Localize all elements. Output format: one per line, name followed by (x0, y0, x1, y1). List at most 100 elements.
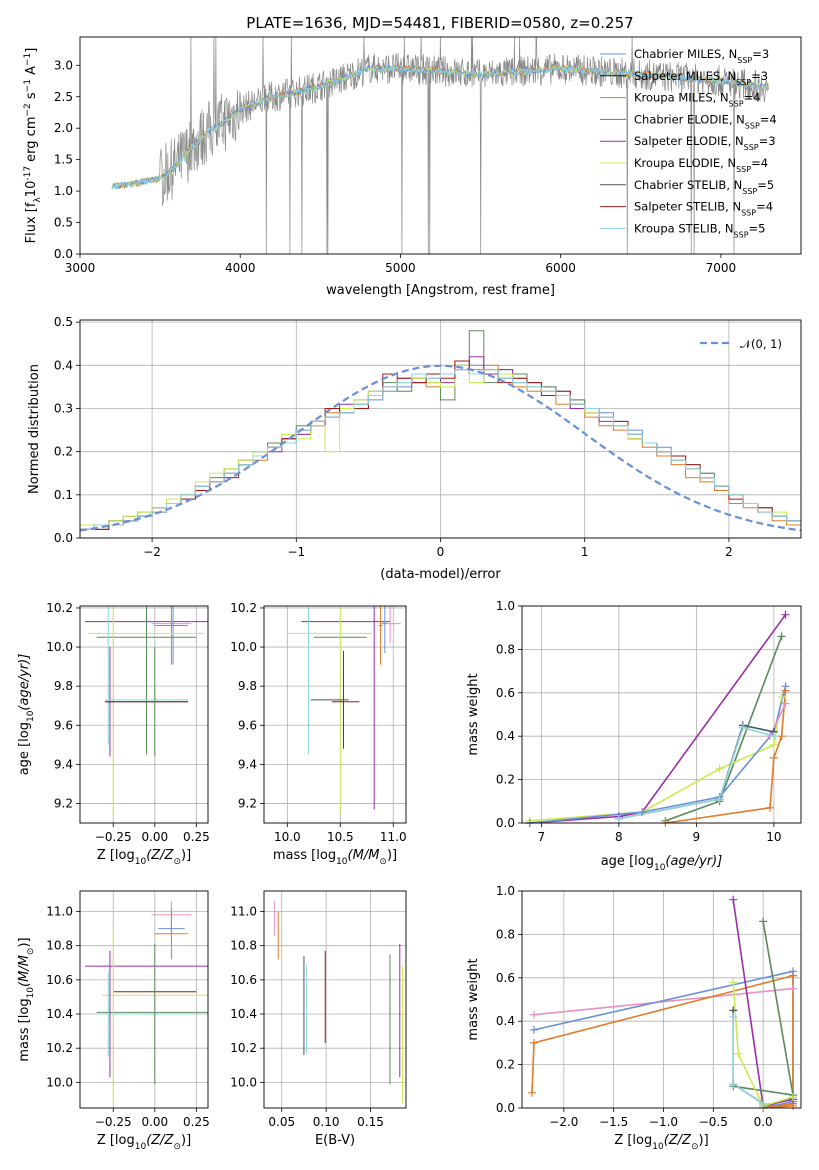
x-tick-label: −2 (143, 545, 161, 559)
y-tick-label: 9.6 (54, 718, 73, 732)
x-tick-label: 10 (766, 830, 781, 844)
label-part: ⊙ (173, 1142, 181, 1152)
x-tick-label: 3000 (65, 261, 96, 275)
x-axis-label: mass [log10(M/M⊙)] (273, 848, 397, 867)
label-part: 10 (652, 1142, 664, 1152)
plus-marker (638, 808, 647, 817)
label-part: 10 (654, 863, 666, 873)
legend-entry: Kroupa MILES, NSSP=4 (634, 91, 760, 109)
age-vs-weight-plot: 7 8 9 10 0.0 0.2 0.4 0.6 0.8 1.0 mass weight age [l… (466, 599, 802, 873)
label-part: SSP (729, 99, 744, 108)
y-tick-label: 0.5 (54, 315, 73, 329)
label-part: SSP (744, 143, 759, 152)
y-axis-label: Normed distribution (27, 364, 42, 494)
label-part: 10 (336, 857, 348, 867)
label-part: mass [log (17, 998, 32, 1061)
x-tick-label: −1.0 (649, 1115, 678, 1129)
y-axis-label: age [log10(age/yr)] (17, 654, 36, 776)
y-tick-label: 0.0 (54, 247, 73, 261)
x-tick-label: 10.5 (327, 830, 354, 844)
label-part: ] (24, 48, 39, 53)
x-tick-label: −1 (287, 545, 305, 559)
label-part: s (24, 92, 39, 103)
label-part: Salpeter ELODIE, N (634, 134, 744, 148)
y-tick-label: 1.0 (496, 884, 515, 898)
z-vs-age-plot: −0.25 0.00 0.259.29.49.69.810.010.2Z [log1… (17, 601, 210, 867)
label-part: −1 (23, 53, 33, 66)
y-tick-label: 10.0 (46, 1075, 73, 1089)
label-part: Chabrier STELIB, N (634, 178, 742, 192)
weight-line (665, 690, 787, 823)
label-part: (Z/Z (146, 848, 174, 863)
label-part: (M/M (17, 955, 32, 987)
x-tick-label: 11.0 (380, 830, 407, 844)
label-part: ⊙ (173, 857, 181, 867)
weight-line (529, 614, 787, 823)
y-tick-label: 0.6 (496, 686, 515, 700)
plus-marker (715, 764, 724, 773)
y-tick-label: 10.4 (230, 1007, 257, 1021)
axes-frame (79, 319, 802, 539)
label-part: 10 (135, 1142, 147, 1152)
plus-marker (777, 732, 786, 741)
weight-line (533, 987, 794, 1016)
spectrum-model-line (111, 63, 769, 190)
label-part: =5 (757, 178, 774, 192)
weight-line (529, 686, 787, 823)
spectrum-plot: 3000 4000 5000 6000 7000 0.0 0.5 1.0 1.5 2.0 2.5 3.… (23, 36, 802, 298)
plot-area (84, 606, 208, 814)
label-part: )] (387, 848, 397, 863)
label-part: =3 (759, 134, 776, 148)
label-part: =3 (751, 69, 768, 83)
residuals-histogram: −2 −1 0 1 2 0.0 0.1 0.2 0.3 0.4 0.5 (data-model)/er… (27, 315, 802, 582)
spectrum-model-line (111, 64, 770, 191)
label-part: SSP (736, 77, 751, 86)
label-part: )] (17, 937, 32, 947)
y-tick-label: 0.5 (54, 216, 73, 230)
plot-area (84, 901, 208, 1103)
y-tick-label: 9.8 (54, 679, 73, 693)
x-tick-label: 0.25 (183, 1115, 210, 1129)
y-tick-label: 10.2 (230, 1041, 257, 1055)
plot-area (531, 899, 794, 1108)
y-tick-label: 10.6 (46, 973, 73, 987)
label-part: Z [log (97, 1133, 135, 1148)
weight-line (531, 974, 794, 1108)
axes-frame (263, 890, 407, 1109)
x-tick-label: 7000 (706, 261, 737, 275)
plus-marker (729, 1012, 738, 1021)
plot-area (529, 614, 787, 823)
label-part: =4 (744, 91, 761, 105)
plus-marker (769, 732, 778, 741)
label-part: (age/yr)] (17, 654, 32, 711)
plus-marker (777, 632, 786, 641)
ebv-vs-mass-plot: 0.05 0.10 0.15 10.0 10.2 10.4 10.6 10.8 11.0 E(B-… (230, 890, 407, 1148)
label-part: =3 (752, 47, 769, 61)
x-tick-label: 0.15 (357, 1115, 384, 1129)
x-tick-label: 1 (581, 545, 589, 559)
plus-marker (527, 1088, 536, 1097)
y-tick-label: 10.2 (46, 601, 73, 615)
y-tick-label: 9.2 (54, 796, 73, 810)
y-tick-label: 3.0 (54, 58, 73, 72)
y-tick-label: 0.2 (54, 445, 73, 459)
label-part: Kroupa ELODIE, N (634, 156, 736, 170)
label-part: -17 (23, 166, 33, 181)
x-axis-label: (data-model)/error (380, 567, 501, 582)
plus-marker (734, 1049, 743, 1058)
x-tick-label: 5000 (385, 261, 416, 275)
x-axis-label: Z [log10(Z/Z⊙)] (614, 1133, 708, 1152)
y-tick-label: 10.0 (46, 640, 73, 654)
label-part: Z [log (97, 848, 135, 863)
y-tick-label: 10.2 (230, 601, 257, 615)
legend-entry: Kroupa ELODIE, NSSP=4 (634, 156, 768, 174)
plot-area (287, 606, 401, 814)
y-tick-label: 0.2 (496, 1058, 515, 1072)
x-tick-label: 10.0 (274, 830, 301, 844)
x-tick-label: 7 (538, 830, 546, 844)
y-tick-label: 9.4 (54, 757, 73, 771)
plus-marker (781, 610, 790, 619)
plus-marker (789, 1093, 798, 1102)
y-axis-label: mass [log10(M/M⊙)] (17, 937, 36, 1061)
label-part: Kroupa STELIB, N (634, 221, 734, 235)
